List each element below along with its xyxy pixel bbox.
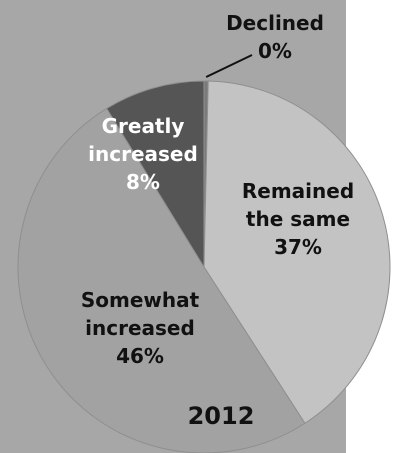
pie-slice-1 — [203, 80, 391, 424]
pie-slice-3 — [106, 80, 205, 269]
pie-slice-label-2: Somewhat increased 46% — [81, 288, 200, 368]
pie-slice-label-line: Greatly — [102, 114, 185, 138]
pie-slice-label-line: Declined — [226, 11, 324, 35]
chart-year-label: 2012 — [188, 402, 255, 430]
pie-slice-label-line: increased — [85, 316, 195, 340]
pie-labels: Declined 0% Remained the same 37% Somewhat inc… — [81, 11, 354, 368]
declined-leader-line — [205, 54, 253, 78]
pie-slice-label-1: Remained the same 37% — [242, 179, 354, 259]
pie-slice-label-line: Somewhat — [81, 288, 200, 312]
pie-slice-label-0: Declined 0% — [226, 11, 324, 63]
pie-slice-label-line: 0% — [258, 39, 292, 63]
pie-slice-label-line: 8% — [126, 170, 160, 194]
pie-slice-label-line: increased — [88, 142, 198, 166]
pie-slice-label-line: Remained — [242, 179, 354, 203]
pie-slice-2 — [17, 107, 306, 453]
pie-slices — [17, 80, 391, 453]
pie-slice-label-3: Greatly increased 8% — [88, 114, 198, 194]
pie-slice-label-line: the same — [246, 207, 350, 231]
pie-slice-label-line: 37% — [274, 235, 322, 259]
pie-slice-label-line: 46% — [116, 344, 164, 368]
